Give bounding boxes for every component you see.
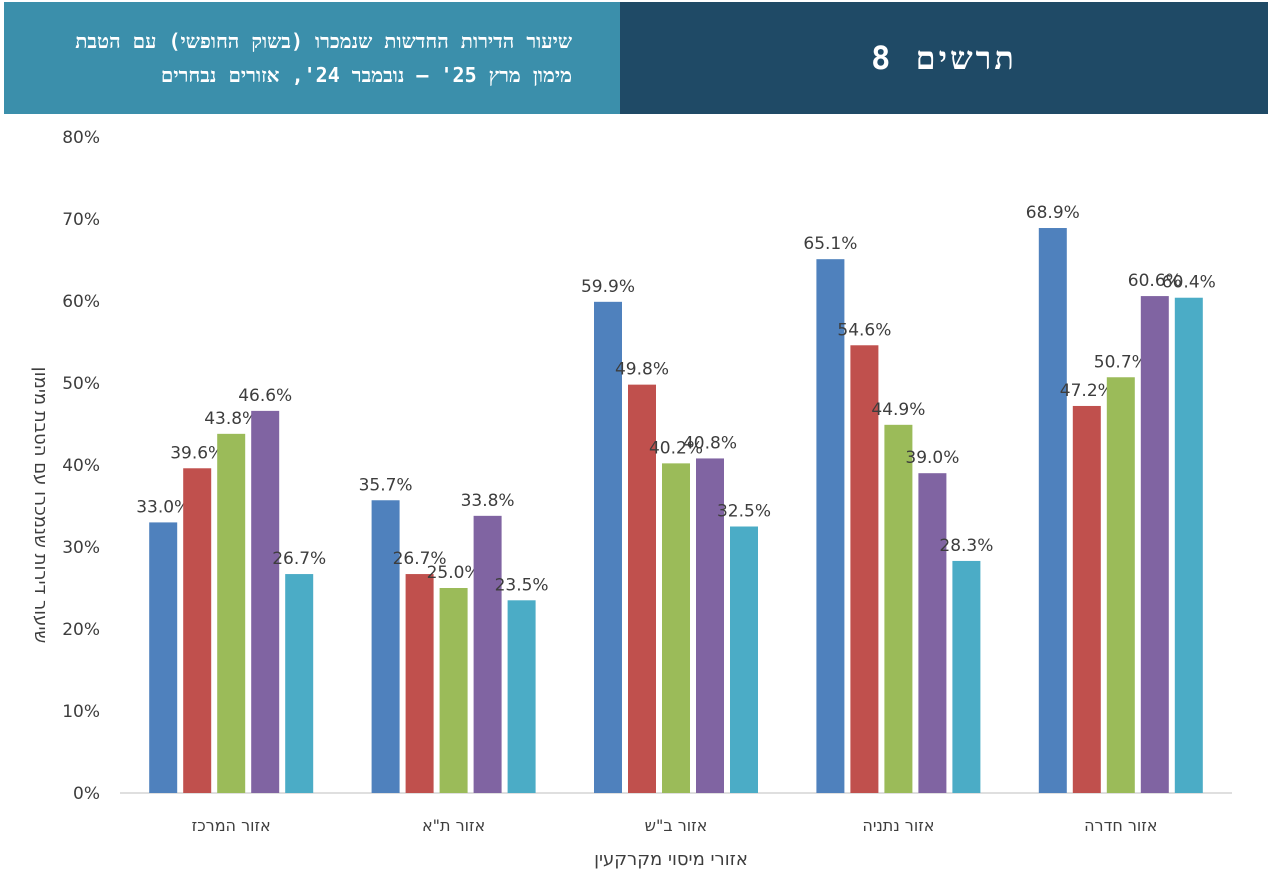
bar: [507, 600, 536, 793]
bar: [884, 424, 913, 793]
category-label: אזור המרכז: [192, 816, 271, 835]
bar: [473, 515, 502, 793]
bar: [149, 522, 178, 793]
bar: [1072, 405, 1101, 793]
y-tick-label: 40%: [62, 456, 100, 476]
bar-chart: 0% 10% 20% 30% 40% 50% 60% 70% 80% 33.0% 39.6% 43.8…: [30, 128, 1232, 870]
bar: [439, 588, 468, 793]
category-label: אזור ת"א: [422, 816, 485, 835]
bar: [1106, 377, 1135, 793]
data-label: 50.7%: [1094, 352, 1148, 372]
bar: [662, 463, 690, 793]
data-label: 44.9%: [871, 400, 925, 420]
data-label: 26.7%: [393, 549, 447, 569]
chart-subtitle: שיעור הדירות החדשות שנמכרו (בשוק החופשי)…: [75, 29, 572, 87]
y-axis-title: שיעור דירות שנמכרו עם הטבת מימון: [30, 367, 51, 643]
figure-title: תרשים 8: [871, 39, 1017, 77]
bar: [628, 384, 656, 793]
data-label: 23.5%: [495, 575, 549, 595]
data-label: 47.2%: [1060, 381, 1114, 401]
bar: [730, 526, 758, 793]
subtitle-panel: שיעור הדירות החדשות שנמכרו (בשוק החופשי)…: [4, 2, 620, 114]
data-label: 25.0%: [427, 563, 481, 583]
data-label: 26.7%: [272, 549, 326, 569]
data-label: 46.6%: [238, 386, 292, 406]
data-label: 68.9%: [1026, 203, 1080, 223]
data-label: 39.6%: [170, 443, 224, 463]
y-tick-label: 10%: [62, 702, 100, 722]
data-label: 59.9%: [581, 277, 635, 297]
bar: [1140, 296, 1169, 793]
y-tick-label: 30%: [62, 538, 100, 558]
bar: [371, 500, 400, 793]
chart-header: שיעור הדירות החדשות שנמכרו (בשוק החופשי)…: [4, 2, 1268, 114]
data-label: 54.6%: [837, 320, 891, 340]
data-label: 60.4%: [1162, 273, 1216, 293]
data-label: 35.7%: [359, 475, 413, 495]
data-label: 60.6%: [1128, 271, 1182, 291]
data-label: 32.5%: [717, 502, 771, 522]
category-label: אזור חדרה: [1084, 816, 1157, 835]
bar: [918, 473, 947, 793]
y-tick-label: 60%: [62, 292, 100, 312]
category-label: אזור ב"ש: [645, 816, 708, 835]
bar: [952, 560, 981, 793]
bar: [816, 259, 845, 793]
data-label: 43.8%: [204, 409, 258, 429]
bar: [1038, 228, 1067, 793]
bar: [405, 574, 434, 793]
bar: [251, 410, 280, 793]
y-tick-label: 50%: [62, 374, 100, 394]
data-label: 33.0%: [136, 497, 190, 517]
x-axis-title: אזורי מיסוי מקרקעין: [594, 849, 748, 870]
bar: [696, 458, 724, 793]
data-label: 39.0%: [905, 448, 959, 468]
data-label: 33.8%: [461, 491, 515, 511]
y-tick-label: 70%: [62, 210, 100, 230]
y-tick-label: 20%: [62, 620, 100, 640]
y-tick-label: 80%: [62, 128, 100, 148]
data-label: 28.3%: [939, 536, 993, 556]
bar: [285, 574, 314, 793]
data-label: 40.2%: [649, 438, 703, 458]
bar: [1174, 297, 1203, 793]
title-panel: תרשים 8: [620, 2, 1268, 114]
bar: [217, 433, 246, 793]
category-label: אזור נתניה: [862, 816, 934, 835]
bar: [183, 468, 212, 793]
bar: [594, 301, 622, 793]
data-label: 65.1%: [803, 234, 857, 254]
data-label: 40.8%: [683, 433, 737, 453]
y-tick-label: 0%: [73, 784, 100, 804]
data-label: 49.8%: [615, 360, 669, 380]
bar: [850, 345, 879, 793]
